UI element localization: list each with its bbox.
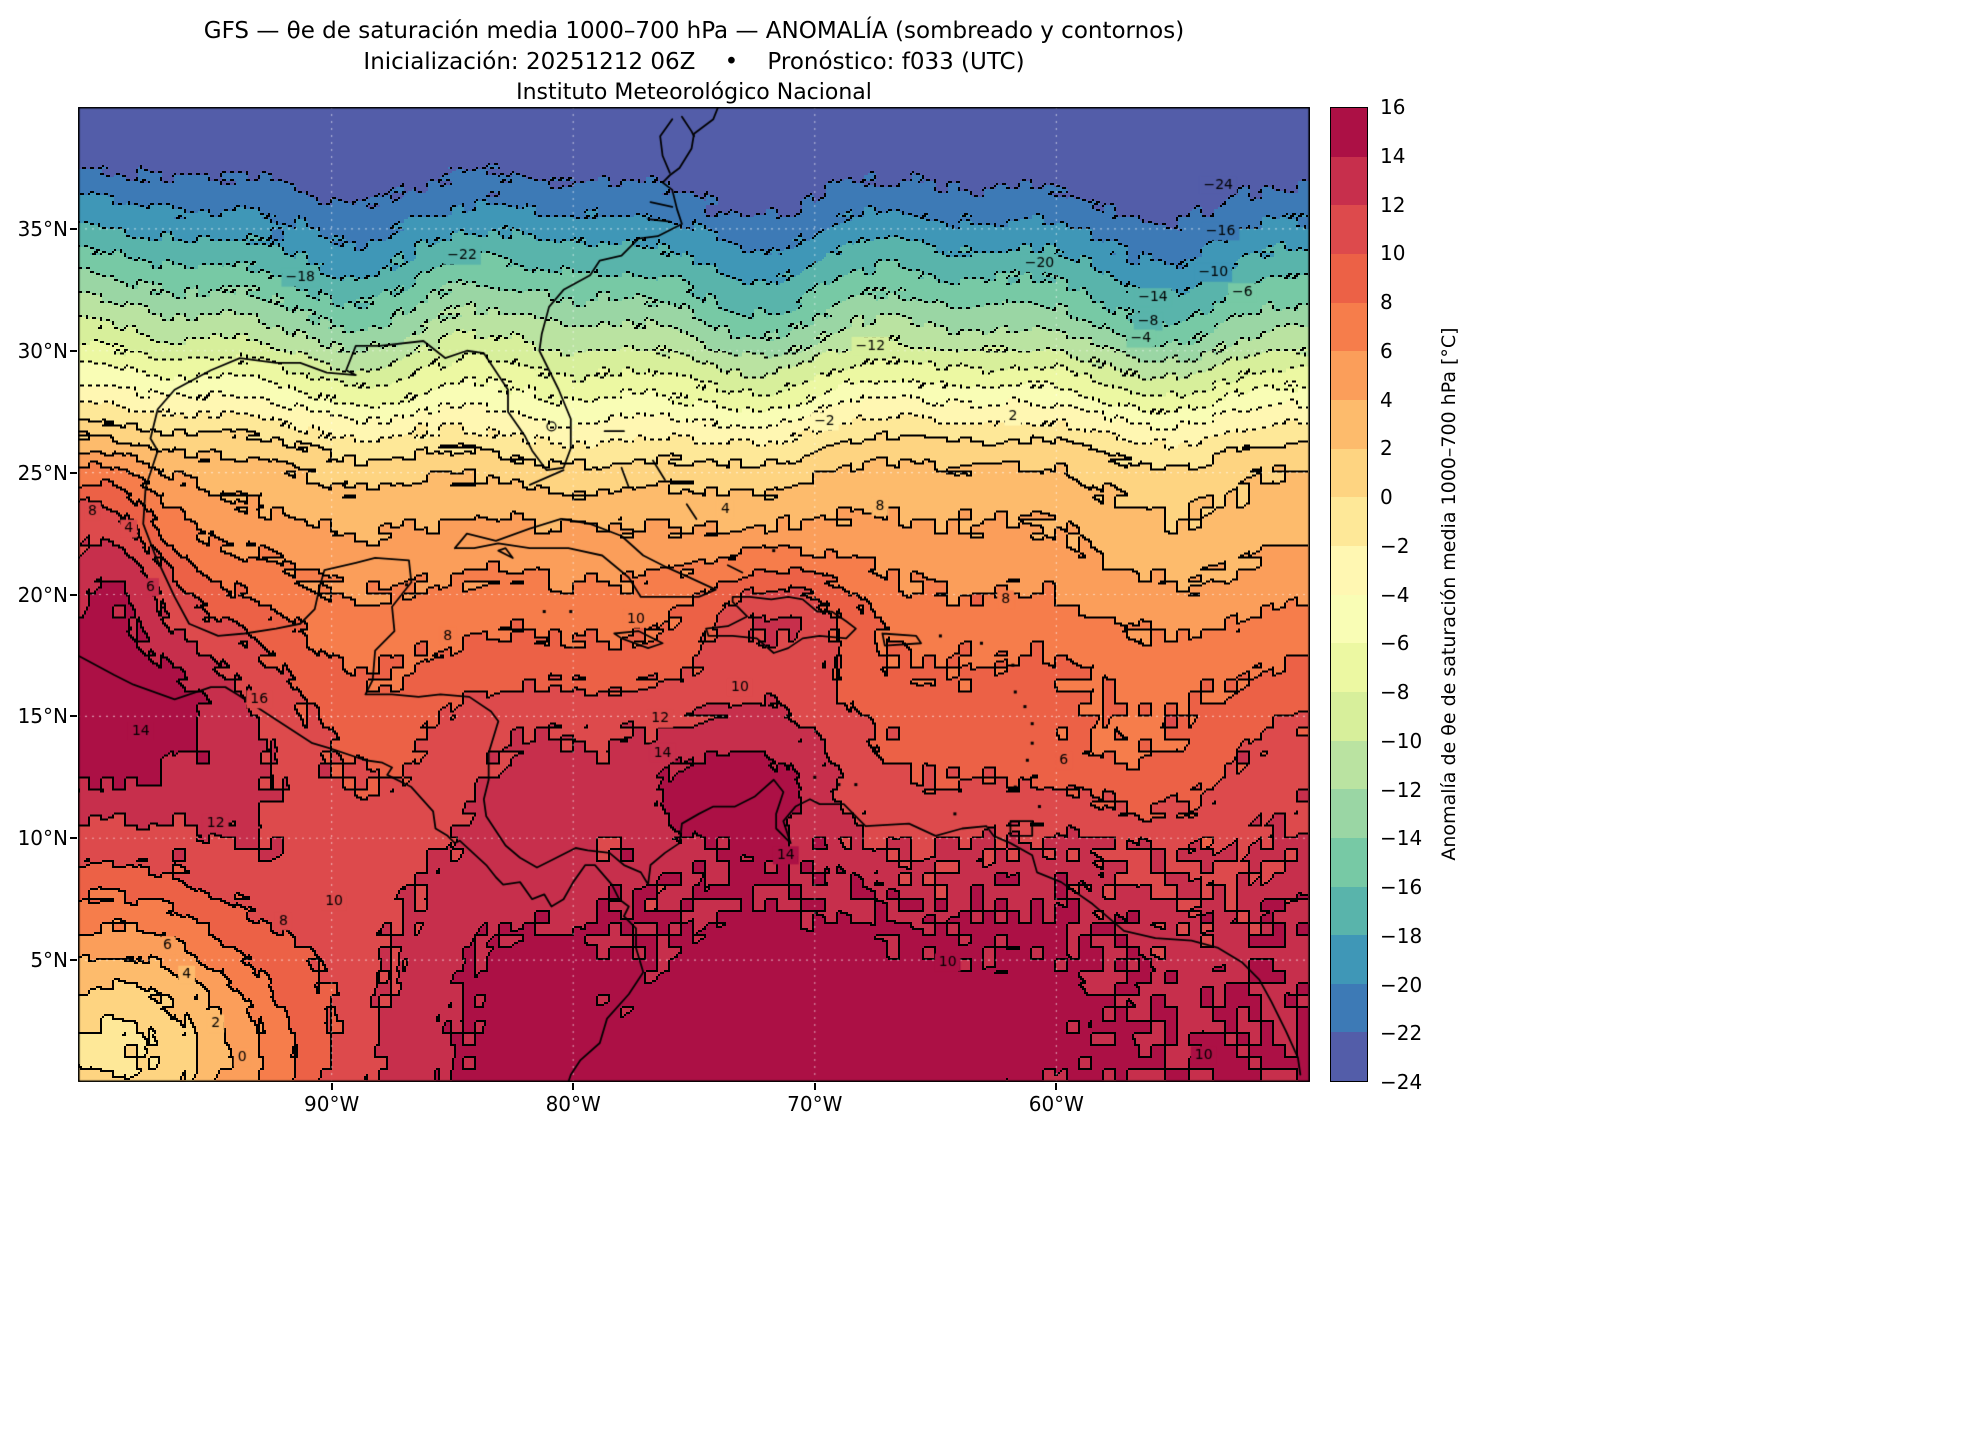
y-tick-label: 5°N — [30, 948, 68, 973]
colorbar-segment — [1331, 837, 1367, 887]
colorbar-segment — [1331, 253, 1367, 303]
colorbar-tick-label: −14 — [1380, 826, 1423, 851]
colorbar-tick-label: −18 — [1380, 923, 1423, 948]
colorbar-tick-label: 14 — [1380, 143, 1406, 168]
y-tick-label: 35°N — [17, 216, 68, 241]
colorbar-segment — [1331, 302, 1367, 352]
colorbar-tick-label: −12 — [1380, 777, 1423, 802]
colorbar-segment — [1331, 886, 1367, 936]
y-tick-mark — [70, 227, 77, 230]
colorbar-segment — [1331, 1032, 1367, 1082]
colorbar-tick-label: −24 — [1380, 1070, 1423, 1094]
colorbar-segment — [1331, 789, 1367, 838]
y-tick-mark — [70, 715, 77, 718]
y-tick-label: 25°N — [17, 460, 68, 485]
chart-subtitle: Inicialización: 20251212 06Z • Pronóstic… — [363, 49, 1025, 75]
x-tick-mark — [330, 1083, 333, 1090]
x-tick-mark — [1055, 1083, 1058, 1090]
colorbar-tick-label: 12 — [1380, 192, 1406, 217]
x-tick-label: 80°W — [545, 1092, 601, 1116]
colorbar-tick-label: 0 — [1380, 485, 1393, 509]
y-tick-mark — [70, 959, 77, 962]
colorbar-segment — [1331, 691, 1367, 741]
colorbar-tick-label: −20 — [1380, 972, 1423, 997]
y-tick-mark — [70, 471, 77, 474]
y-tick-label: 10°N — [17, 826, 68, 851]
colorbar-segment — [1331, 108, 1367, 157]
chart-credit: Instituto Meteorológico Nacional — [516, 80, 872, 105]
colorbar-tick-label: −8 — [1380, 680, 1410, 704]
colorbar-segment — [1331, 448, 1367, 498]
colorbar-segment — [1331, 594, 1367, 644]
x-tick-label: 60°W — [1028, 1092, 1084, 1116]
colorbar-tick-label: −16 — [1380, 875, 1423, 899]
colorbar-segment — [1331, 740, 1367, 790]
colorbar-segment — [1331, 935, 1367, 984]
y-tick-mark — [70, 593, 77, 596]
x-tick-mark — [572, 1083, 575, 1090]
colorbar-tick-label: −4 — [1380, 582, 1410, 607]
y-tick-label: 20°N — [17, 582, 68, 607]
y-tick-label: 15°N — [17, 704, 68, 729]
colorbar-segment — [1331, 643, 1367, 692]
x-tick-label: 70°W — [787, 1092, 843, 1116]
x-tick-mark — [813, 1083, 816, 1090]
y-tick-label: 30°N — [17, 338, 68, 363]
colorbar-segment — [1331, 497, 1367, 546]
colorbar-axis-label: Anomalía de θe de saturación media 1000–… — [1438, 327, 1460, 861]
colorbar-segment — [1331, 983, 1367, 1033]
colorbar-tick-label: −2 — [1380, 533, 1410, 558]
figure-titles: GFS — θe de saturación media 1000–700 hP… — [78, 16, 1310, 107]
colorbar-segment — [1331, 399, 1367, 449]
y-tick-mark — [70, 837, 77, 840]
colorbar-tick-label: −10 — [1380, 728, 1423, 753]
colorbar-tick-label: 2 — [1380, 436, 1393, 461]
chart-title: GFS — θe de saturación media 1000–700 hP… — [203, 18, 1185, 44]
y-tick-mark — [70, 349, 77, 352]
colorbar-segment — [1331, 545, 1367, 595]
colorbar — [1330, 107, 1368, 1082]
colorbar-tick-label: 8 — [1380, 290, 1393, 314]
x-tick-label: 90°W — [304, 1092, 360, 1116]
colorbar-segment — [1331, 156, 1367, 206]
colorbar-tick-label: 6 — [1380, 338, 1393, 363]
colorbar-tick-label: 16 — [1380, 95, 1406, 119]
colorbar-segment — [1331, 205, 1367, 254]
colorbar-tick-label: 10 — [1380, 241, 1406, 266]
coastline-contour-overlay-canvas — [78, 107, 1310, 1082]
colorbar-tick-label: −22 — [1380, 1021, 1423, 1046]
colorbar-tick-label: 4 — [1380, 387, 1393, 412]
colorbar-tick-label: −6 — [1380, 631, 1410, 656]
colorbar-segment — [1331, 351, 1367, 400]
